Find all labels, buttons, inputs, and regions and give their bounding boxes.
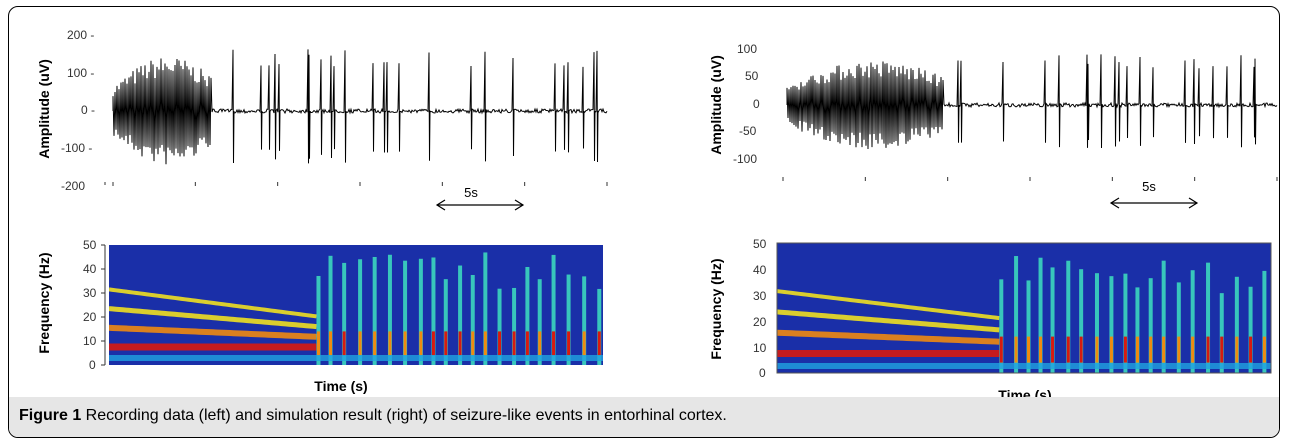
figure-frame: Amplitude (uV) 200 - 100 - 0 - -100 - -2… bbox=[8, 6, 1280, 438]
right-scale-label: 5s bbox=[1142, 179, 1156, 194]
right-simulated-trace bbox=[786, 54, 1278, 149]
left-xlabel: Time (s) bbox=[314, 378, 367, 394]
left-amp-tick: -200 bbox=[61, 179, 85, 193]
left-freq-tick: 30 bbox=[83, 286, 97, 300]
left-amp-ylabel: Amplitude (uV) bbox=[36, 59, 52, 159]
left-spectrogram bbox=[109, 252, 603, 365]
right-amp-tick: -50 bbox=[739, 124, 757, 138]
caption-text: Recording data (left) and simulation res… bbox=[81, 407, 727, 424]
right-amplitude-panel: Amplitude (uV) 100 50 0 -50 -100 5s bbox=[708, 42, 1278, 209]
left-freq-ylabel: Frequency (Hz) bbox=[36, 252, 52, 353]
right-amp-tick: 50 bbox=[745, 69, 759, 83]
left-freq-tick: 20 bbox=[83, 310, 97, 324]
right-freq-tick: 0 bbox=[759, 366, 766, 380]
right-amp-tick: -100 bbox=[733, 152, 757, 166]
right-spectrogram-panel: Frequency (Hz) 50 40 30 20 10 0 Time (s) bbox=[708, 237, 1272, 403]
left-freq-tick: 40 bbox=[83, 262, 97, 276]
left-spectrogram-panel: Frequency (Hz) 50 40 30 20 10 0 Time (s) bbox=[36, 238, 603, 394]
right-freq-tick: 50 bbox=[753, 237, 767, 251]
left-amp-tick: 0 - bbox=[81, 103, 95, 117]
caption-bar: Figure 1 Recording data (left) and simul… bbox=[9, 397, 1279, 437]
right-amp-tick: 100 bbox=[737, 42, 757, 56]
right-freq-tick: 30 bbox=[753, 289, 767, 303]
right-freq-tick: 40 bbox=[753, 263, 767, 277]
caption-label: Figure 1 bbox=[19, 407, 82, 424]
right-scale-bar: 5s bbox=[1109, 179, 1199, 209]
left-freq-tick: 0 bbox=[89, 358, 96, 372]
left-scale-label: 5s bbox=[464, 185, 478, 200]
right-freq-tick: 10 bbox=[753, 341, 767, 355]
left-time-ticks bbox=[112, 182, 608, 186]
figure-graphic: Amplitude (uV) 200 - 100 - 0 - -100 - -2… bbox=[36, 28, 1278, 403]
left-freq-tick: 50 bbox=[83, 238, 97, 252]
right-freq-tick: 20 bbox=[753, 315, 767, 329]
left-amp-tick: 100 - bbox=[67, 66, 94, 80]
right-amp-ylabel: Amplitude (uV) bbox=[708, 55, 724, 155]
left-amp-tick: 200 - bbox=[67, 28, 94, 42]
right-time-ticks bbox=[782, 177, 1278, 181]
figure-caption: Figure 1 Recording data (left) and simul… bbox=[19, 407, 727, 425]
left-freq-tick: 10 bbox=[83, 334, 97, 348]
right-spectrogram bbox=[777, 256, 1271, 373]
left-scale-bar: 5s bbox=[435, 185, 525, 211]
right-amp-tick: 0 bbox=[753, 97, 760, 111]
left-amplitude-panel: Amplitude (uV) 200 - 100 - 0 - -100 - -2… bbox=[36, 28, 608, 211]
left-amp-tick: -100 - bbox=[61, 141, 92, 155]
right-freq-ylabel: Frequency (Hz) bbox=[708, 258, 724, 359]
left-eeg-trace bbox=[112, 49, 608, 165]
